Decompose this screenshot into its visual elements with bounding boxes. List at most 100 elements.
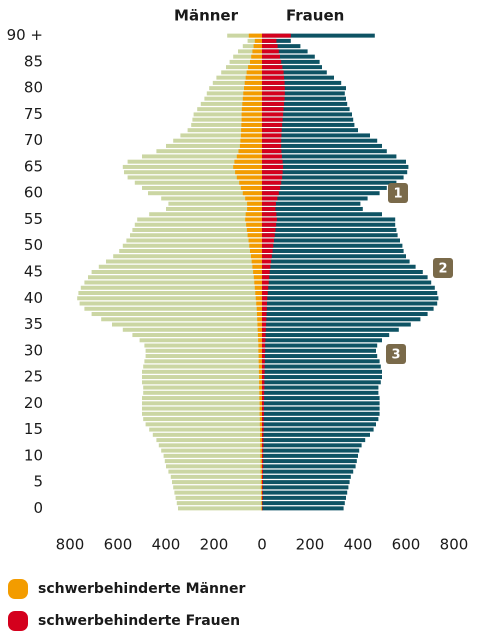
bar [137,217,262,222]
bar [262,275,428,280]
y-tick-label: 55 [24,210,43,228]
bar [262,270,270,274]
bar [262,417,379,422]
bar [166,464,262,469]
bar [262,143,282,148]
bar [262,296,439,301]
bar [174,490,262,495]
bar [262,248,404,253]
bar [173,485,262,490]
bar [240,133,262,138]
bar [262,432,264,437]
bar [262,91,345,96]
bar [262,422,264,427]
bar [246,222,262,227]
bar [262,222,277,227]
bar [156,149,262,154]
bar [262,495,346,500]
y-tick-label: 5 [33,473,43,491]
bar [262,390,379,395]
bar [84,306,263,311]
bar [262,191,279,196]
bar [145,348,262,353]
y-tick-label: 25 [24,368,43,386]
bar [143,385,262,390]
bar [101,317,262,322]
bar [132,227,262,232]
bar [245,217,262,222]
bar [262,254,272,259]
bar [262,149,387,154]
bar [236,154,262,159]
bar [247,201,262,206]
bar [262,406,264,411]
bar [221,70,262,75]
bar [262,33,291,38]
bar [158,443,262,448]
bar [262,285,269,290]
bar [262,270,423,274]
bar [259,385,262,390]
x-tick-label: 800 [440,536,469,554]
annotation-box [386,344,406,364]
bar [262,206,363,211]
bar [262,138,378,143]
bar [244,80,262,85]
bar [262,354,378,359]
bar [262,185,387,190]
bar [262,343,266,348]
bar [251,54,262,59]
bar [262,86,346,91]
bar [262,201,276,206]
bar [259,406,262,411]
bar [142,369,262,374]
bar [262,212,382,217]
bar [248,33,262,38]
y-tick-label: 90 + [7,26,43,44]
bar [142,185,262,190]
bar [253,270,262,274]
bar [262,122,355,127]
bar [145,354,262,359]
y-tick-label: 70 [24,131,43,149]
bar [262,133,282,138]
bar [262,338,382,343]
bar [255,296,262,301]
bar [252,264,262,269]
bar [262,112,284,117]
bar [260,448,262,453]
bar [261,490,262,495]
bar [168,201,262,206]
bar [256,306,262,311]
bar [262,474,351,479]
bar [242,191,262,196]
header-label: Männer [174,7,239,25]
bar [106,259,262,264]
bar [262,38,277,43]
bar [262,96,346,101]
bar [245,75,262,80]
bar [262,464,264,469]
bar [227,33,262,38]
bar [238,49,262,54]
bar [262,317,421,322]
bar [262,49,308,54]
bar [143,390,262,395]
bar [142,411,262,416]
x-tick-label: 200 [200,536,229,554]
bar [262,65,283,70]
bar [248,65,262,70]
x-tick-label: 200 [296,536,325,554]
bar [142,396,262,401]
bar [258,338,262,343]
bar [262,128,358,133]
bar [259,390,262,395]
bar [259,417,262,422]
bar [148,191,262,196]
bar [84,280,263,285]
bar [170,474,262,479]
bar [262,201,361,206]
bar [262,312,267,317]
bar [254,38,262,43]
